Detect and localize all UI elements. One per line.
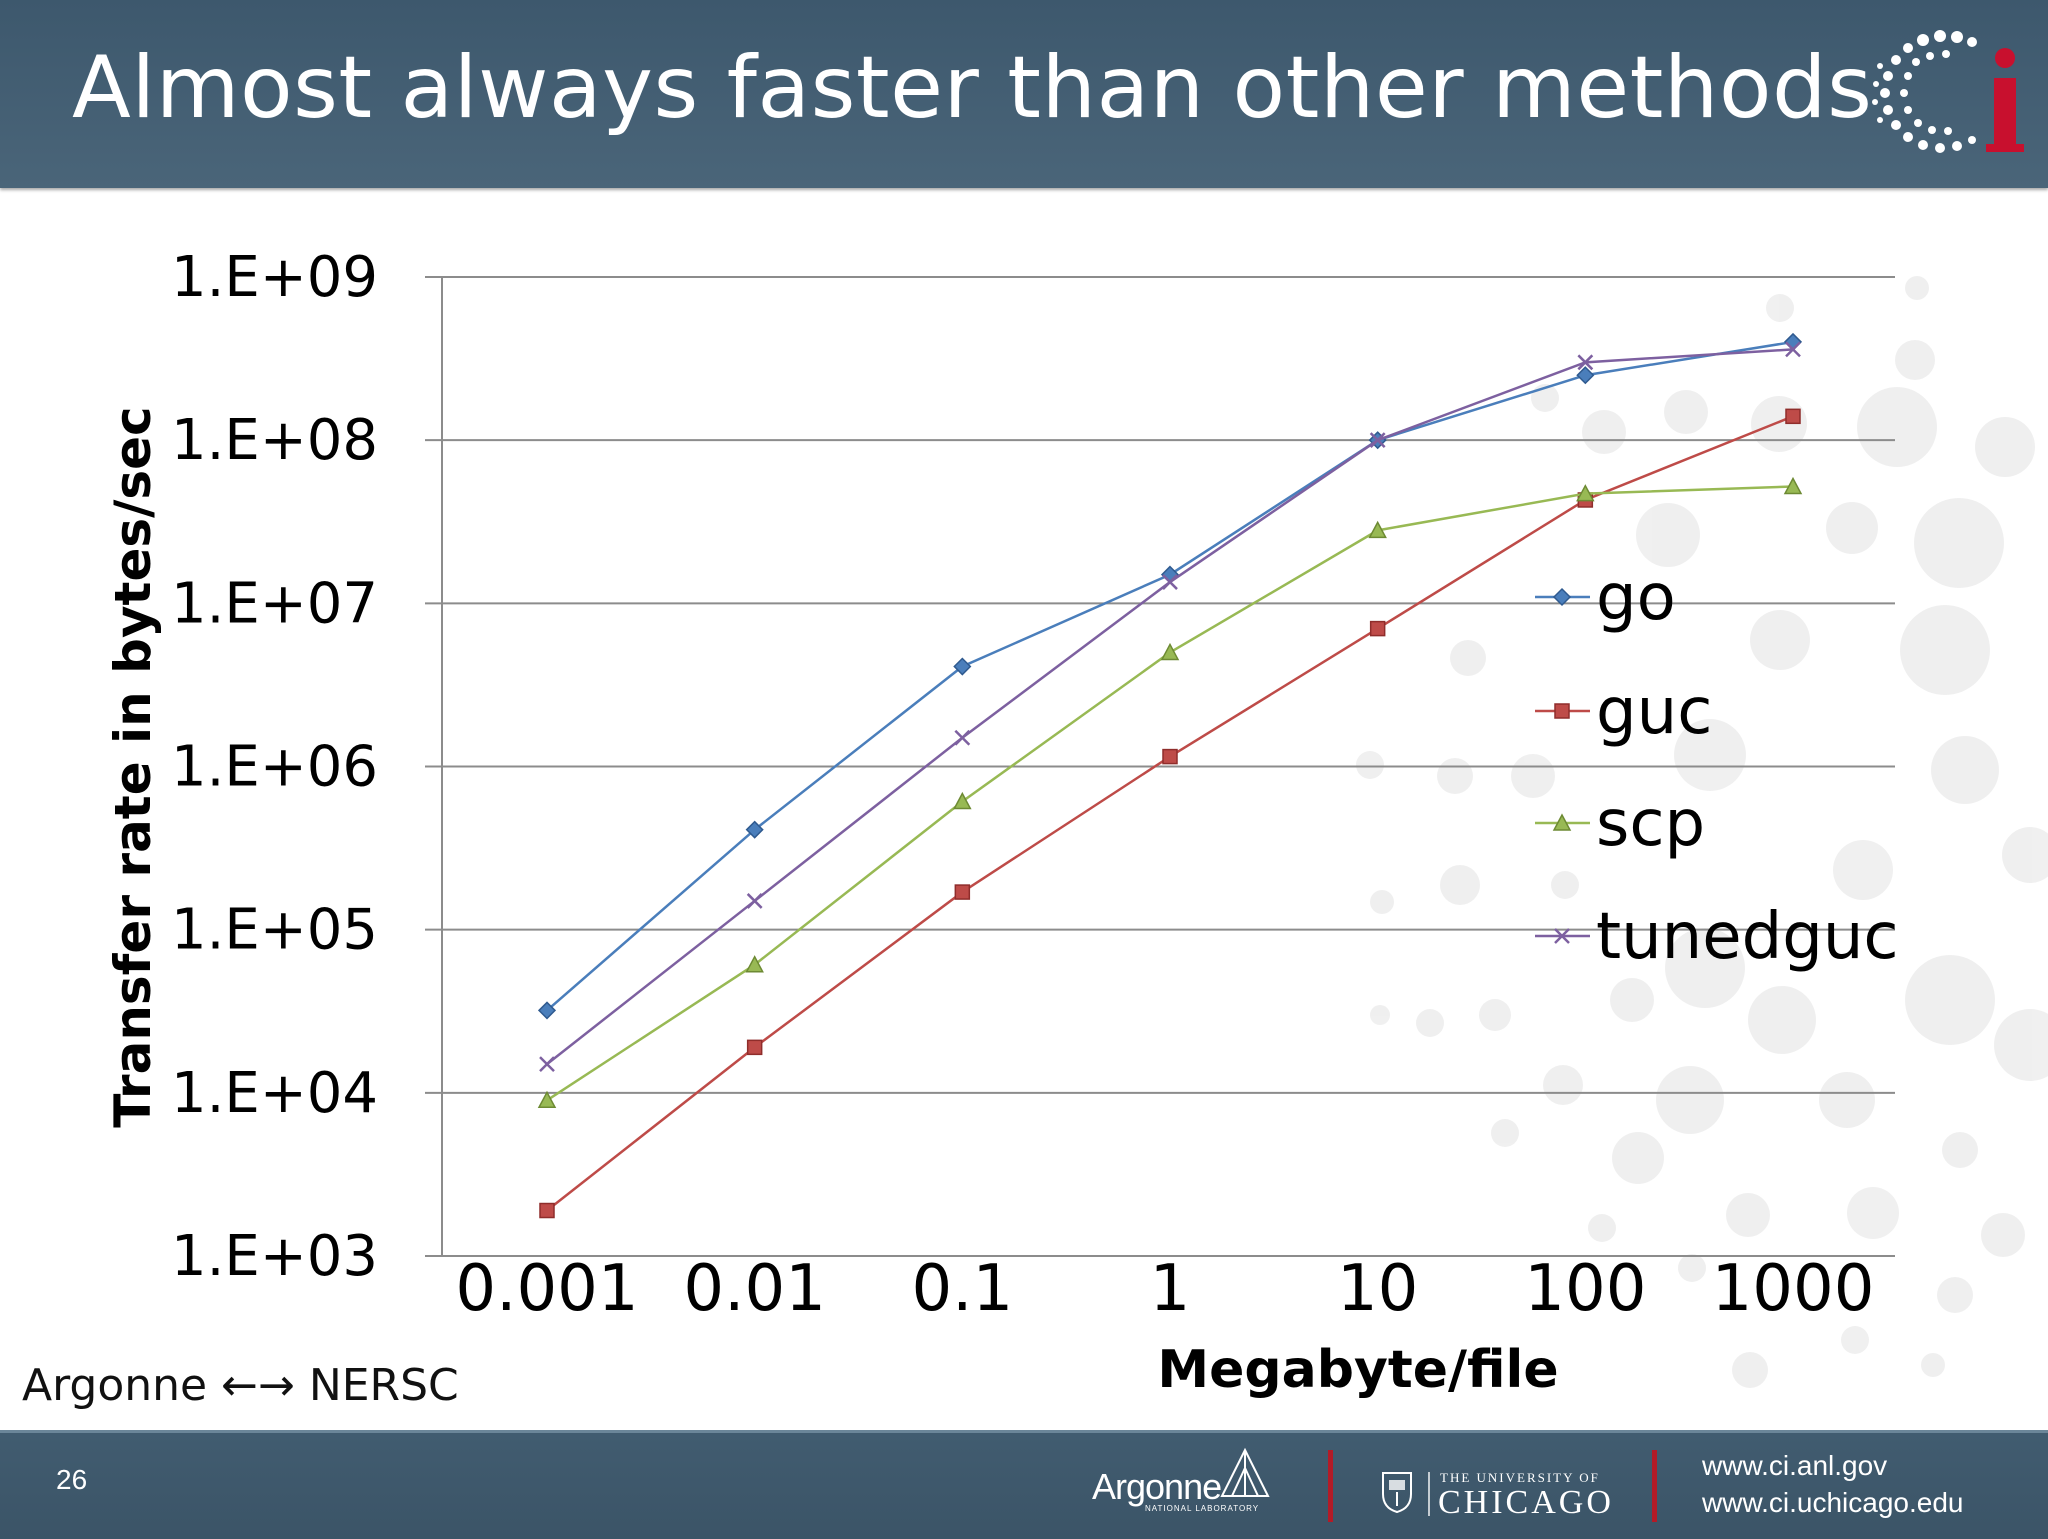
legend-marker-go xyxy=(1552,587,1572,607)
y-gridlines xyxy=(425,276,1895,1257)
guc-point xyxy=(1785,408,1801,425)
y-tick-label: 1.E+03 xyxy=(171,1224,378,1289)
y-tick-label: 1.E+06 xyxy=(171,735,378,800)
y-tick-label: 1.E+09 xyxy=(171,245,378,310)
legend-label-guc: guc xyxy=(1596,675,1712,749)
argonne-wordmark: Argonne xyxy=(1092,1466,1222,1507)
x-tick-label: 100 xyxy=(1524,1252,1646,1326)
background-decoration xyxy=(1356,276,2048,1388)
argonne-subtitle: NATIONAL LABORATORY xyxy=(1145,1504,1260,1513)
uchicago-wordmark: CHICAGO xyxy=(1438,1484,1614,1521)
slide-title: Almost always faster than other methods xyxy=(72,38,1873,138)
legend-marker-scp xyxy=(1552,813,1572,831)
scp-point xyxy=(1576,484,1595,502)
y-axis-label: Transfer rate in bytes/sec xyxy=(104,406,162,1127)
transfer-rate-chart: 1.E+03 1.E+04 1.E+05 1.E+06 1.E+07 1.E+08 1.E+… xyxy=(104,245,2048,1400)
footer-bar xyxy=(0,1430,2048,1539)
legend-label-scp: scp xyxy=(1596,787,1705,861)
x-tick-label: 0.001 xyxy=(455,1252,638,1326)
route-label: Argonne ←→ NERSC xyxy=(22,1360,459,1411)
tunedguc-point xyxy=(1785,341,1801,358)
y-tick-label: 1.E+05 xyxy=(171,898,378,963)
tunedguc-point xyxy=(1162,574,1178,590)
scp-point xyxy=(745,955,764,973)
scp-point xyxy=(537,1090,557,1109)
legend: go guc scp tunedguc xyxy=(1535,561,1899,974)
legend-label-tunedguc: tunedguc xyxy=(1596,900,1899,974)
tunedguc-point xyxy=(1577,354,1594,371)
tunedguc-point xyxy=(539,1056,555,1072)
scp-point xyxy=(953,791,972,810)
go-point xyxy=(953,657,972,676)
slide-number: 26 xyxy=(56,1464,88,1495)
url-anl[interactable]: www.ci.anl.gov xyxy=(1702,1450,1888,1481)
guc-point xyxy=(746,1039,763,1056)
guc-point xyxy=(1162,748,1178,765)
x-tick-label: 1 xyxy=(1150,1252,1191,1326)
tunedguc-point xyxy=(954,729,971,746)
y-tick-label: 1.E+08 xyxy=(171,408,378,473)
legend-marker-guc xyxy=(1554,703,1570,719)
x-tick-labels: 0.001 0.01 0.1 1 10 100 1000 xyxy=(455,1252,1874,1326)
go-point xyxy=(1160,565,1180,584)
scp-point xyxy=(1783,476,1803,495)
y-tick-label: 1.E+07 xyxy=(171,571,378,636)
uchicago-shield-icon xyxy=(1382,1472,1412,1514)
go-point xyxy=(537,1001,557,1020)
scp-point xyxy=(1368,520,1387,539)
title-bar: Almost always faster than other methods xyxy=(0,0,2048,188)
x-tick-label: 1000 xyxy=(1712,1252,1875,1326)
ci-logo-icon xyxy=(1872,30,2024,153)
go-point xyxy=(1783,332,1803,351)
legend-marker-tunedguc xyxy=(1554,928,1570,944)
go-point xyxy=(745,820,764,839)
url-uchicago[interactable]: www.ci.uchicago.edu xyxy=(1702,1487,1964,1518)
guc-point xyxy=(954,884,971,900)
scp-point xyxy=(1160,642,1180,661)
x-tick-label: 10 xyxy=(1337,1252,1418,1326)
series-lines xyxy=(537,332,1803,1219)
x-tick-label: 0.01 xyxy=(683,1252,826,1326)
x-axis-label: Megabyte/file xyxy=(1157,1340,1558,1400)
axes xyxy=(441,277,1895,1257)
guc-point xyxy=(539,1202,555,1219)
guc-point xyxy=(1369,620,1386,637)
x-tick-label: 0.1 xyxy=(911,1252,1013,1326)
go-point xyxy=(1576,366,1595,385)
y-tick-label: 1.E+04 xyxy=(171,1061,378,1126)
y-tick-labels: 1.E+03 1.E+04 1.E+05 1.E+06 1.E+07 1.E+08 1.E+… xyxy=(171,245,378,1289)
argonne-logo-icon xyxy=(1220,1447,1270,1497)
footer-divider xyxy=(1652,1450,1657,1522)
uchicago-small-text: THE UNIVERSITY OF xyxy=(1440,1470,1600,1485)
tunedguc-point xyxy=(746,893,763,909)
tunedguc-point xyxy=(1369,432,1386,449)
footer-divider xyxy=(1328,1450,1333,1522)
legend-label-go: go xyxy=(1596,561,1676,635)
uchicago-divider xyxy=(1428,1472,1430,1516)
